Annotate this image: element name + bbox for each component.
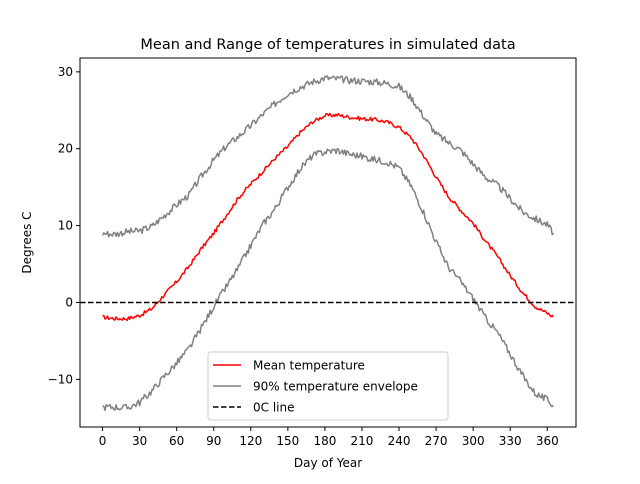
x-tick-label: 30 xyxy=(132,434,147,448)
legend-box xyxy=(207,351,449,421)
x-tick-label: 240 xyxy=(388,434,411,448)
x-tick-label: 180 xyxy=(313,434,336,448)
x-tick-label: 0 xyxy=(99,434,107,448)
y-axis-label: Degrees C xyxy=(20,211,34,273)
x-tick-label: 360 xyxy=(536,434,559,448)
axes-frame xyxy=(79,57,577,428)
legend: Mean temperature 90% temperature envelope… xyxy=(207,351,449,421)
x-axis-label: Day of Year xyxy=(294,456,362,470)
x-axis: 0 30 60 90 120 150 180 210 240 270 300 330 360 xyxy=(99,427,559,448)
x-tick-label: 270 xyxy=(425,434,448,448)
chart-title: Mean and Range of temperatures in simula… xyxy=(140,37,515,53)
series-line-mean-temperature xyxy=(102,112,555,322)
x-tick-label: 330 xyxy=(499,434,522,448)
y-tick-label: 30 xyxy=(58,65,73,79)
y-axis: −10 0 10 20 30 xyxy=(48,65,80,386)
x-tick-label: 210 xyxy=(351,434,374,448)
x-tick-label: 90 xyxy=(206,434,221,448)
series-line-envelope-lower xyxy=(102,147,554,412)
legend-label: Mean temperature xyxy=(253,359,365,373)
y-tick-label: 0 xyxy=(65,295,73,309)
series-line-envelope-upper xyxy=(101,75,555,238)
x-tick-label: 150 xyxy=(276,434,299,448)
legend-label: 90% temperature envelope xyxy=(253,380,418,394)
y-tick-label: −10 xyxy=(48,372,73,386)
x-tick-label: 300 xyxy=(462,434,485,448)
y-tick-label: 10 xyxy=(58,219,73,233)
x-tick-label: 60 xyxy=(169,434,184,448)
x-tick-label: 120 xyxy=(239,434,262,448)
y-tick-label: 20 xyxy=(58,142,73,156)
legend-label: 0C line xyxy=(253,401,294,415)
plot-area xyxy=(80,75,576,412)
